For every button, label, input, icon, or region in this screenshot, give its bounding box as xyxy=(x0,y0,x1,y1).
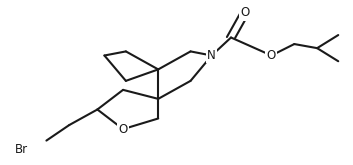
Text: Br: Br xyxy=(14,143,28,156)
Text: O: O xyxy=(267,49,276,62)
Text: O: O xyxy=(240,6,249,19)
Text: O: O xyxy=(118,123,128,136)
Text: N: N xyxy=(207,49,216,62)
